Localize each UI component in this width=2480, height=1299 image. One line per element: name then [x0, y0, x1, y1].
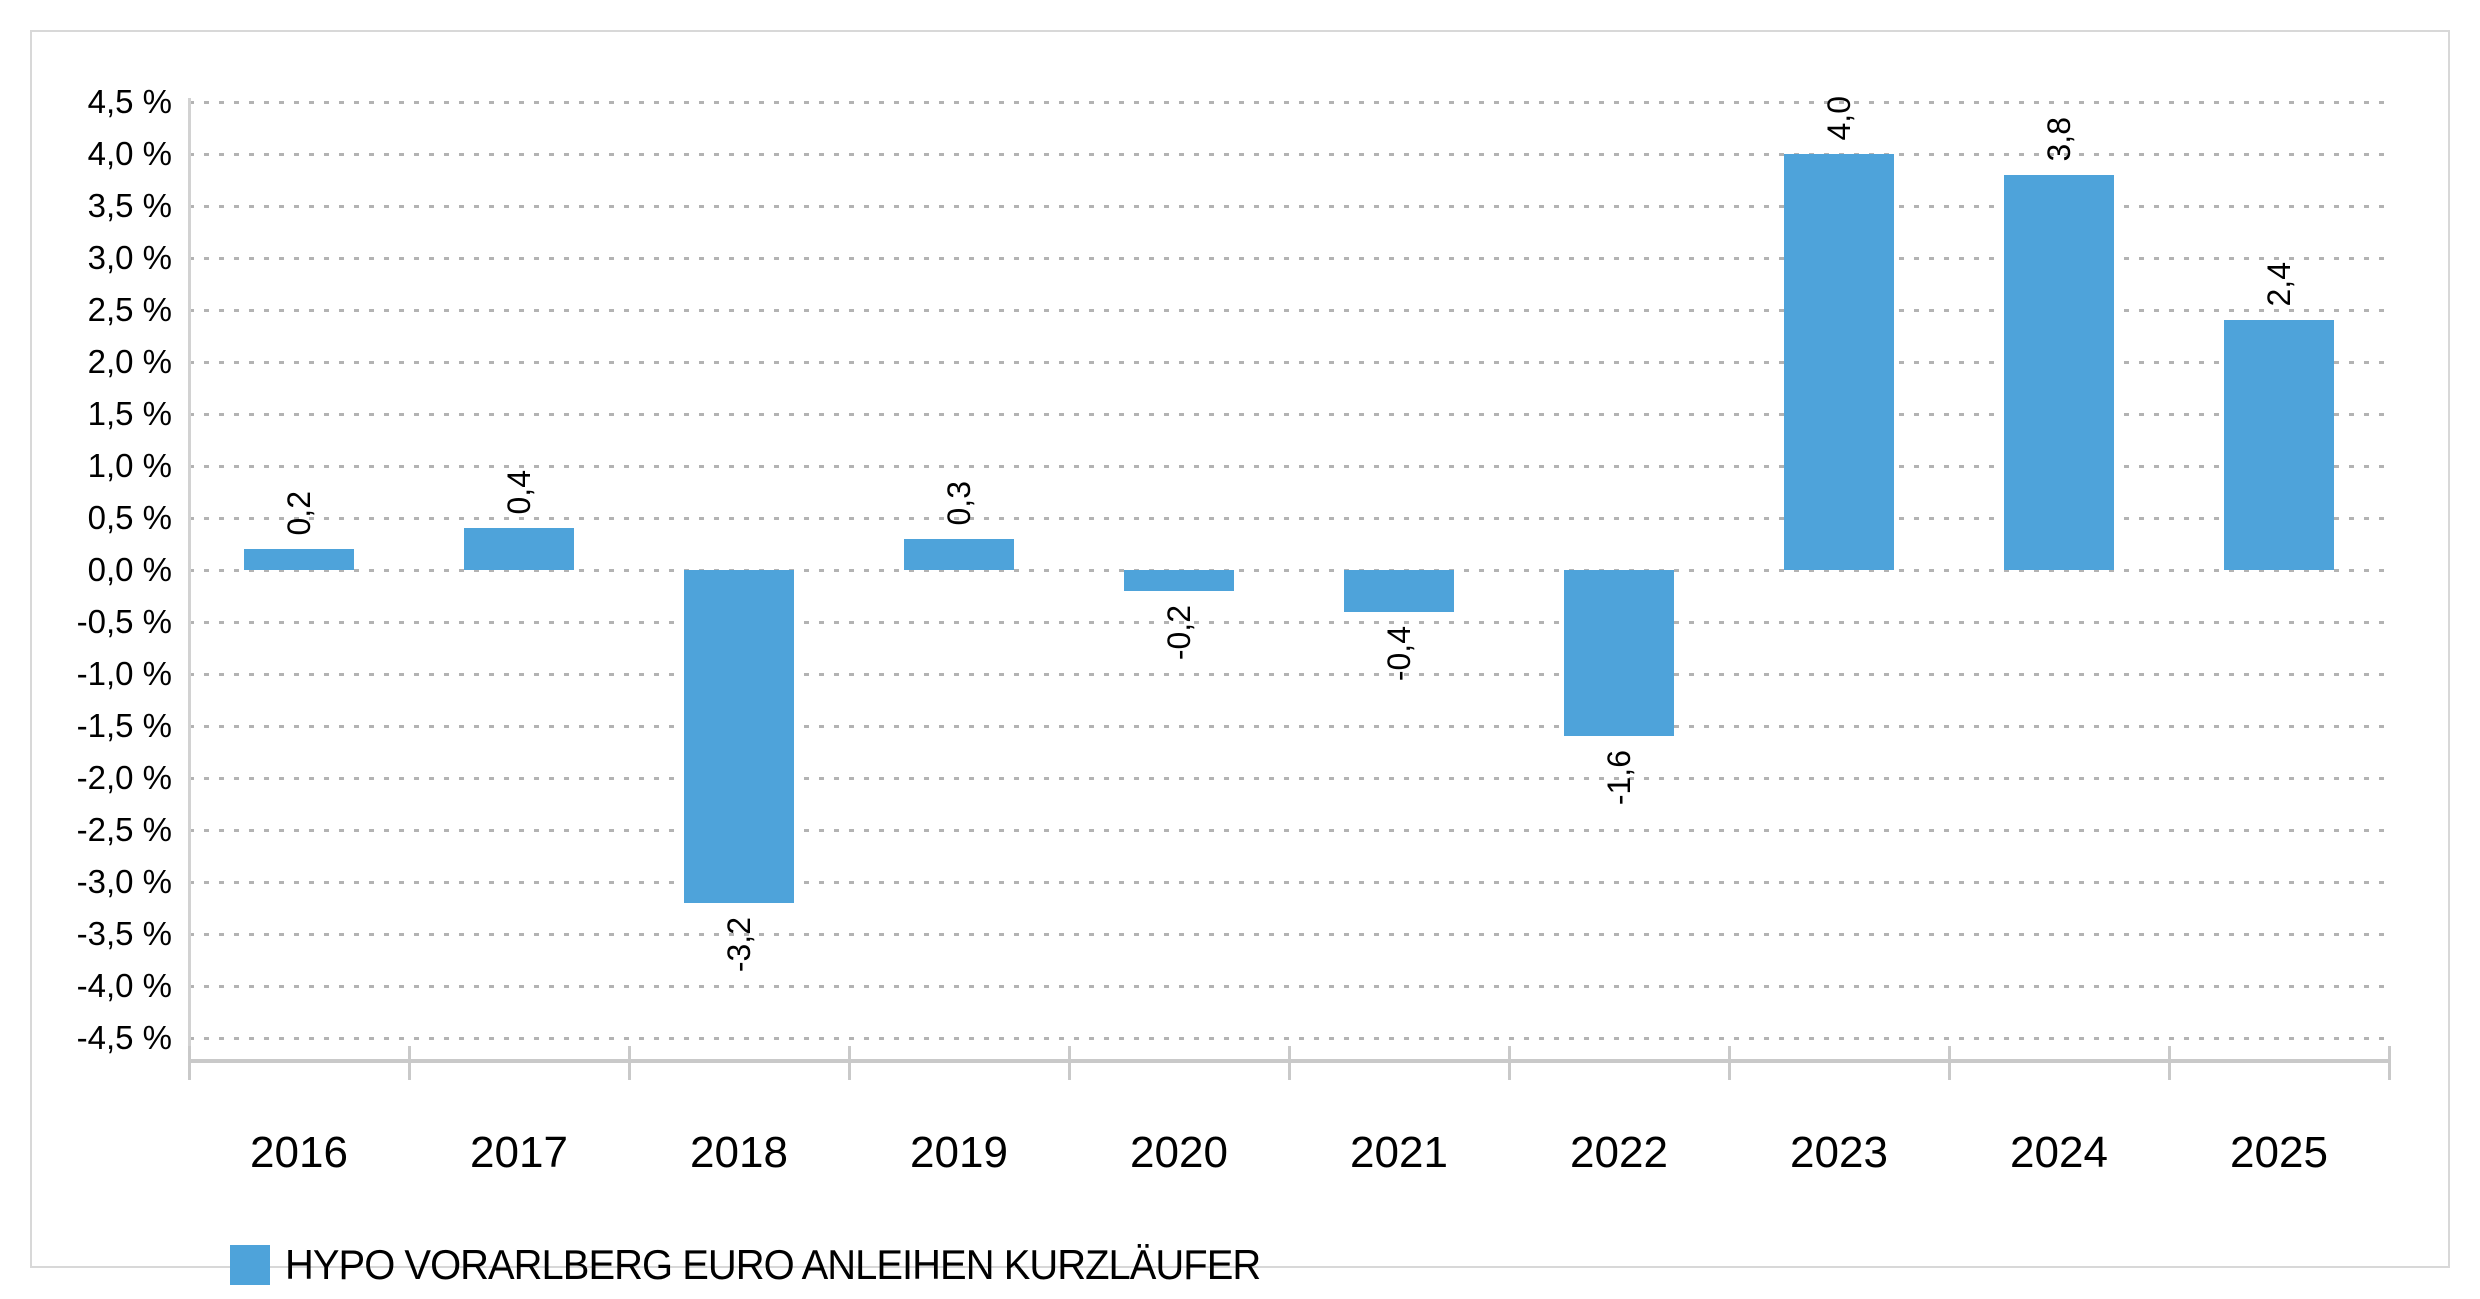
legend: HYPO VORARLBERG EURO ANLEIHEN KURZLÄUFER: [230, 1241, 1312, 1288]
x-axis-tick: [188, 1046, 191, 1080]
x-axis-tick: [1948, 1046, 1951, 1080]
bar-value-label-2025: 2,4: [2261, 261, 2297, 306]
y-axis-tick-label: 2,5 %: [87, 291, 172, 328]
bar-2018: [684, 570, 794, 903]
x-category-label-2023: 2023: [1790, 1128, 1888, 1177]
x-axis-tick: [1508, 1046, 1511, 1080]
y-axis-tick-label: 1,5 %: [87, 395, 172, 432]
bar-2024: [2004, 175, 2114, 570]
bar-2021: [1344, 570, 1454, 612]
bar-value-label-2022: -1,6: [1601, 750, 1637, 806]
x-axis-tick: [628, 1046, 631, 1080]
bar-value-label-2017: 0,4: [501, 469, 537, 514]
y-axis-tick-label: -4,5 %: [76, 1019, 172, 1056]
gridline: [189, 829, 2389, 832]
y-axis-tick-label: 0,0 %: [87, 551, 172, 588]
gridline: [189, 257, 2389, 260]
bar-2025: [2224, 320, 2334, 570]
y-axis-tick-label: 4,5 %: [87, 83, 172, 120]
x-category-label-2020: 2020: [1130, 1128, 1228, 1177]
y-axis-tick-label: -1,5 %: [76, 707, 172, 744]
gridline: [189, 153, 2389, 156]
y-axis-tick-label: 0,5 %: [87, 499, 172, 536]
y-axis-tick-label: 3,0 %: [87, 239, 172, 276]
bar-value-label-2016: 0,2: [281, 490, 317, 535]
gridline: [189, 413, 2389, 416]
x-axis-tick: [1068, 1046, 1071, 1080]
bar-2022: [1564, 570, 1674, 736]
y-axis-tick-label: -1,0 %: [76, 655, 172, 692]
x-category-label-2024: 2024: [2010, 1128, 2108, 1177]
bar-value-label-2024: 3,8: [2041, 116, 2077, 161]
bar-2016: [244, 549, 354, 570]
x-axis-tick: [1288, 1046, 1291, 1080]
y-axis-tick-label: 3,5 %: [87, 187, 172, 224]
x-axis-tick: [2168, 1046, 2171, 1080]
bar-value-label-2020: -0,2: [1161, 605, 1197, 661]
y-axis-tick-label: -2,0 %: [76, 759, 172, 796]
x-axis-tick: [408, 1046, 411, 1080]
gridline: [189, 777, 2389, 780]
x-category-label-2016: 2016: [250, 1128, 348, 1177]
y-axis-tick-label: -3,0 %: [76, 863, 172, 900]
bar-value-label-2018: -3,2: [721, 917, 757, 973]
gridline: [189, 569, 2389, 572]
bar-2023: [1784, 154, 1894, 570]
gridline: [189, 101, 2389, 104]
x-axis-tick: [2388, 1046, 2391, 1080]
gridline: [189, 725, 2389, 728]
y-axis-tick-label: -4,0 %: [76, 967, 172, 1004]
x-category-label-2022: 2022: [1570, 1128, 1668, 1177]
gridline: [189, 361, 2389, 364]
gridline: [189, 985, 2389, 988]
gridline: [189, 673, 2389, 676]
gridline: [189, 1037, 2389, 1040]
x-category-label-2018: 2018: [690, 1128, 788, 1177]
y-axis-tick-label: 4,0 %: [87, 135, 172, 172]
x-category-label-2019: 2019: [910, 1128, 1008, 1177]
x-category-label-2021: 2021: [1350, 1128, 1448, 1177]
bar-2017: [464, 528, 574, 570]
gridline: [189, 309, 2389, 312]
bar-value-label-2021: -0,4: [1381, 626, 1417, 682]
x-axis-tick: [848, 1046, 851, 1080]
gridline: [189, 881, 2389, 884]
y-axis-tick-label: -3,5 %: [76, 915, 172, 952]
x-category-label-2025: 2025: [2230, 1128, 2328, 1177]
bar-value-label-2019: 0,3: [941, 480, 977, 525]
gridline: [189, 621, 2389, 624]
x-axis-tick: [1728, 1046, 1731, 1080]
gridline: [189, 205, 2389, 208]
bar-value-label-2023: 4,0: [1821, 95, 1857, 140]
gridline: [189, 465, 2389, 468]
y-axis-line: [188, 98, 191, 1080]
bar-2020: [1124, 570, 1234, 591]
bar-2019: [904, 539, 1014, 570]
x-category-label-2017: 2017: [470, 1128, 568, 1177]
y-axis-tick-label: -2,5 %: [76, 811, 172, 848]
legend-marker-swatch: [230, 1245, 270, 1285]
y-axis-tick-label: -0,5 %: [76, 603, 172, 640]
y-axis-tick-label: 1,0 %: [87, 447, 172, 484]
legend-label: HYPO VORARLBERG EURO ANLEIHEN KURZLÄUFER: [285, 1241, 1261, 1288]
gridline: [189, 517, 2389, 520]
gridline: [189, 933, 2389, 936]
y-axis-tick-label: 2,0 %: [87, 343, 172, 380]
